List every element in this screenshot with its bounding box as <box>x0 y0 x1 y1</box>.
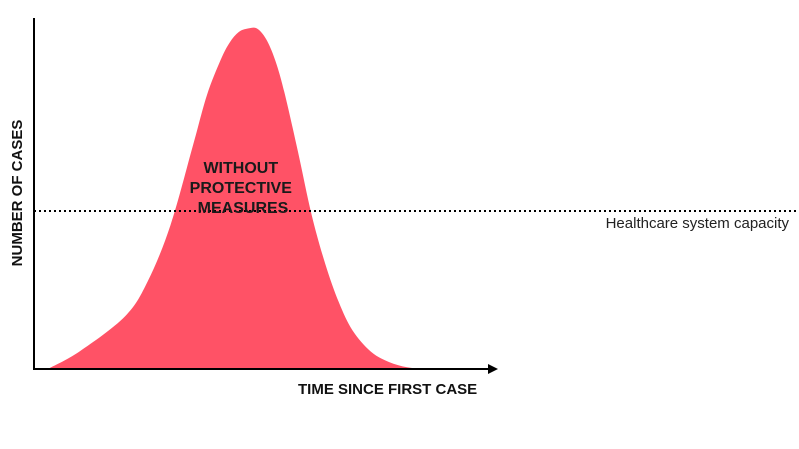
x-axis-arrow-icon <box>488 364 498 374</box>
series-area-0 <box>47 27 426 370</box>
x-axis-title: TIME SINCE FIRST CASE <box>298 381 477 398</box>
axes <box>33 18 498 374</box>
curve-label: WITHOUT PROTECTIVE MEASURES <box>190 160 297 217</box>
plot-area <box>34 27 799 370</box>
curve-label-line-3: MEASURES <box>198 200 289 217</box>
curve-label-line-1: WITHOUT <box>203 160 278 177</box>
y-axis-title: NUMBER OF CASES <box>9 120 26 267</box>
capacity-line-label: Healthcare system capacity <box>606 215 790 232</box>
curve-label-line-2: PROTECTIVE <box>190 180 293 197</box>
